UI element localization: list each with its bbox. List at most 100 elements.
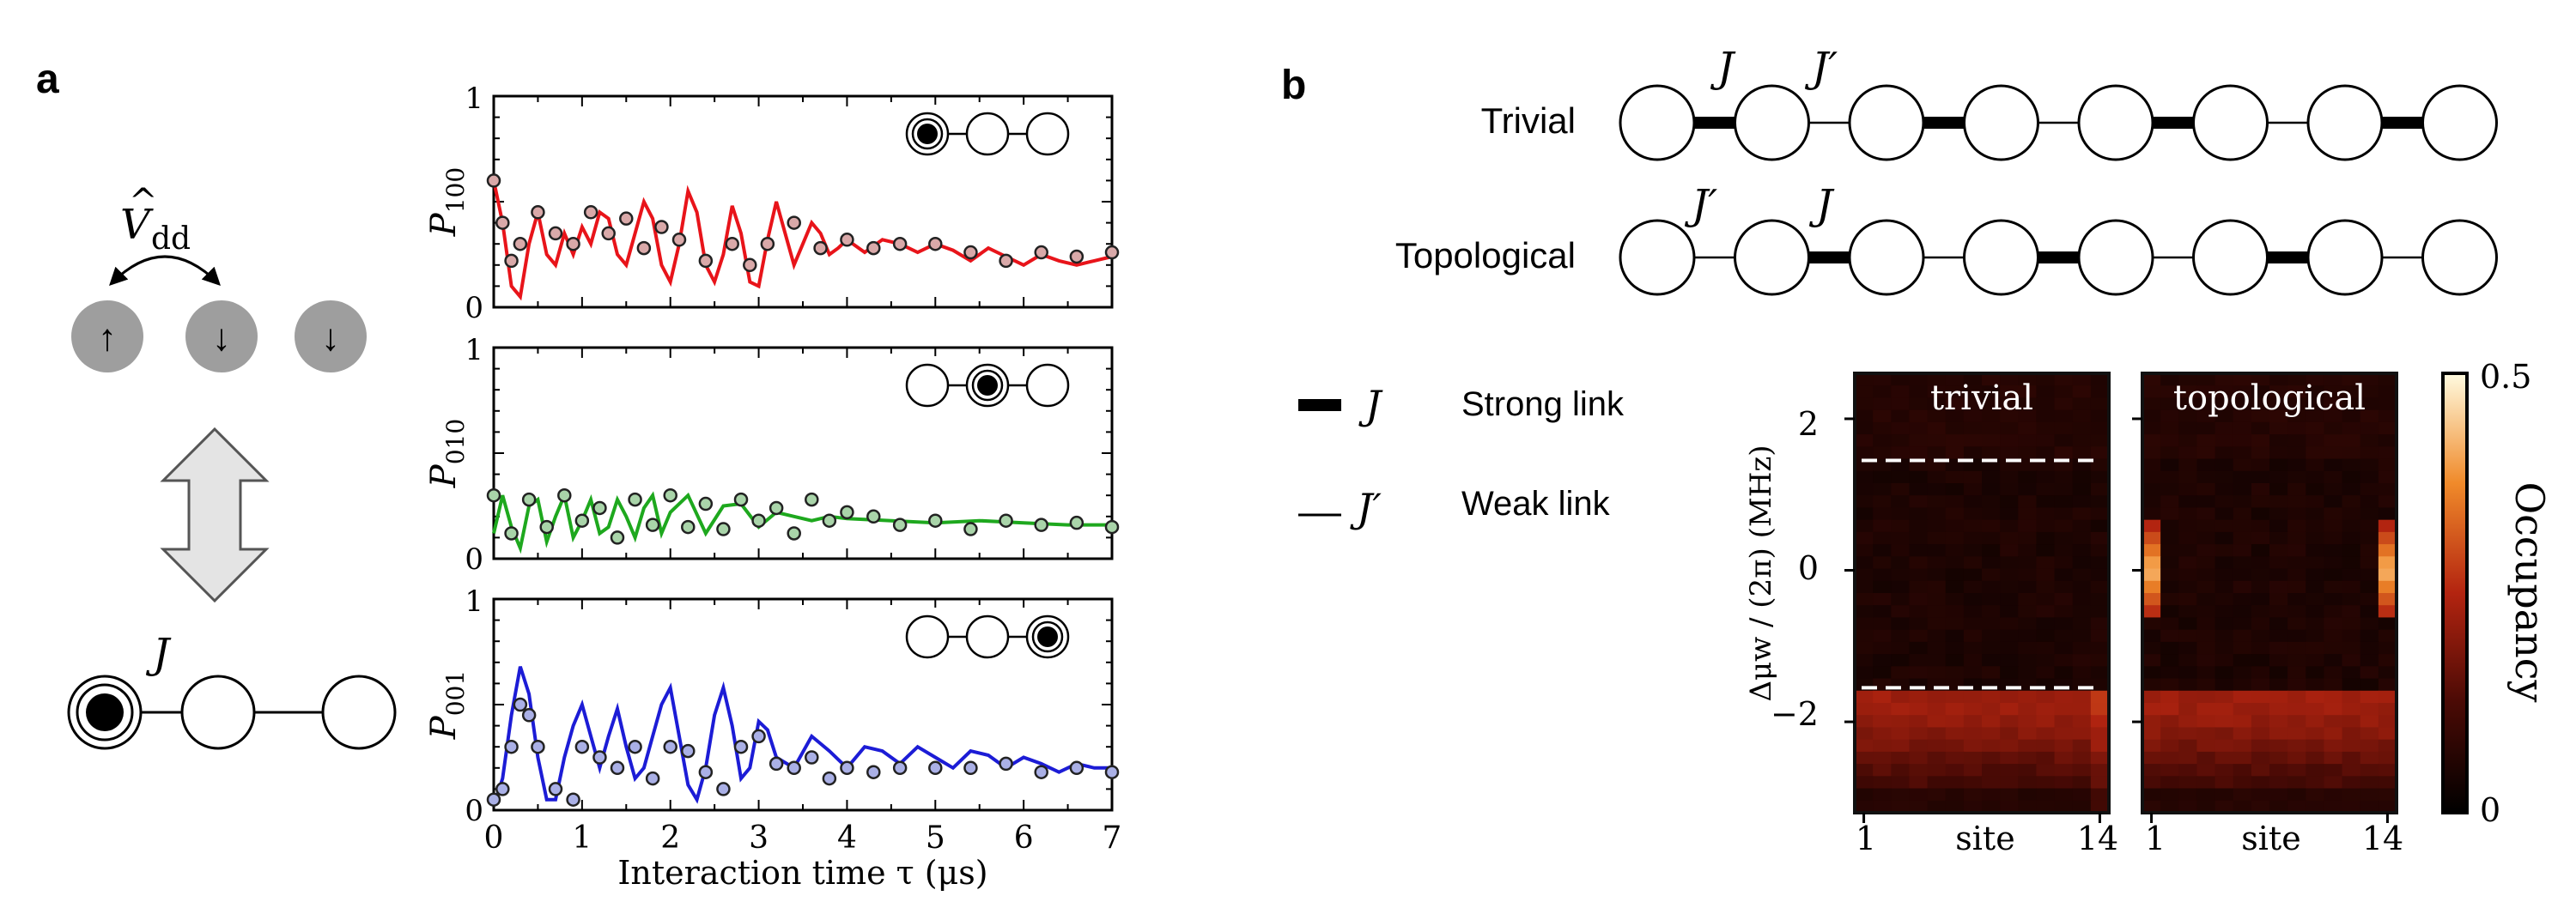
heatmap-cell — [2178, 446, 2198, 460]
heatmap-cell — [2215, 788, 2234, 802]
heatmap-cell — [1927, 617, 1947, 631]
heatmap-cell — [2196, 519, 2216, 533]
heatmap-cell — [2342, 531, 2361, 545]
heatmap-cell — [2018, 470, 2038, 484]
heatmap-cell — [2160, 715, 2179, 729]
heatmap-cell — [1891, 654, 1911, 667]
heatmap-cell — [2196, 434, 2216, 447]
heatmap-title: trivial — [1930, 378, 2033, 418]
data-point — [504, 253, 519, 269]
heatmap-cell — [1927, 751, 1947, 765]
heatmap-cell — [2360, 544, 2379, 557]
heatmap-title: topological — [2173, 378, 2366, 418]
heatmap-cell — [2233, 654, 2252, 667]
heatmap-cell — [2251, 690, 2270, 704]
heatmap-cell — [2342, 641, 2361, 655]
data-point — [574, 739, 590, 754]
heatmap-cell — [2072, 531, 2092, 545]
data-point — [1104, 245, 1120, 260]
heatmap-cell — [2306, 727, 2325, 741]
heatmap-cell — [2251, 580, 2270, 594]
heatmap-cell — [2018, 580, 2038, 594]
heatmap-cell — [1927, 654, 1947, 667]
heatmap-cell — [2378, 788, 2397, 802]
heatmap-cell — [2018, 617, 2038, 631]
heatmap-cell — [1945, 751, 1965, 765]
heatmap-cell — [1891, 800, 1911, 814]
heatmap-cell — [2233, 605, 2252, 619]
x-tick-label: 1 — [572, 820, 592, 856]
heatmap-cell — [1945, 727, 1965, 741]
chain-site-3 — [321, 675, 397, 750]
heatmap-cell — [2160, 641, 2179, 655]
heatmap-cell — [2233, 580, 2252, 594]
data-point — [504, 526, 519, 541]
heatmap-cell — [2054, 641, 2074, 655]
heatmap-cell — [2360, 800, 2379, 814]
heatmap-cell — [2233, 629, 2252, 643]
heatmap-cell — [2342, 654, 2361, 667]
heatmap-cell — [1855, 739, 1874, 753]
heatmap-cell — [2251, 409, 2270, 423]
data-point — [495, 782, 510, 796]
heatmap-cell — [2160, 776, 2179, 790]
heatmap-cell — [2000, 385, 2019, 399]
heatmap-cell — [2233, 715, 2252, 729]
heatmap-cell — [2378, 641, 2397, 655]
heatmap-cell — [1909, 409, 1929, 423]
heatmap-cell — [2090, 434, 2110, 447]
heatmap-cell — [2196, 458, 2216, 472]
heatmap-cell — [2360, 531, 2379, 545]
inset-site — [1025, 363, 1070, 408]
heatmap-cell — [1891, 446, 1911, 460]
heatmap-cell — [2000, 666, 2019, 680]
heatmap-cell — [2018, 421, 2038, 435]
heatmap-cell — [2090, 397, 2110, 411]
heatmap-cell — [1927, 666, 1947, 680]
heatmap-cell — [2342, 727, 2361, 741]
inset-site — [905, 363, 950, 408]
heatmap-cell — [2142, 434, 2161, 447]
heatmap-cell — [2072, 666, 2092, 680]
heatmap-cell — [2360, 385, 2379, 399]
colorbar-label: Occupancy — [2506, 481, 2553, 702]
heatmap-cell — [2090, 666, 2110, 680]
heatmap-cell — [1891, 544, 1911, 557]
heatmap-cell — [2018, 593, 2038, 606]
plot-p001: 1 0 P001 — [424, 584, 1120, 828]
heatmap-cell — [2178, 385, 2198, 399]
heatmap-cell — [1982, 531, 2001, 545]
heatmap-cell — [2324, 654, 2343, 667]
heatmap-cell — [2000, 654, 2019, 667]
heatmap-cell — [2018, 715, 2038, 729]
heatmap-cell — [2178, 617, 2198, 631]
heatmap-cell — [2160, 678, 2179, 692]
heatmap-cell — [2178, 751, 2198, 765]
heatmap-y-tick: −2 — [1771, 695, 1819, 733]
heatmap-cell — [2054, 434, 2074, 447]
x-tick-label: 3 — [749, 820, 769, 856]
heatmap-cell — [2342, 751, 2361, 765]
heatmap-cell — [2306, 483, 2325, 496]
heatmap-cell — [2018, 434, 2038, 447]
heatmap-cell — [1891, 727, 1911, 741]
heatmap-cell — [2036, 495, 2056, 509]
heatmap-cell — [2251, 654, 2270, 667]
inset-site — [965, 614, 1010, 659]
heatmap-cell — [2142, 690, 2161, 704]
heatmap-cell — [2036, 666, 2056, 680]
heatmap-cell — [2000, 544, 2019, 557]
heatmap-cell — [2251, 544, 2270, 557]
x-tick-label: 5 — [926, 820, 945, 856]
heatmap-cell — [2054, 556, 2074, 570]
heatmap-x-label: site — [1955, 820, 2014, 857]
heatmap-cell — [2287, 751, 2306, 765]
heatmap-cell — [2324, 703, 2343, 716]
heatmap-cell — [2018, 568, 2038, 582]
heatmap-cell — [1963, 776, 1983, 790]
heatmap-cell — [1963, 605, 1983, 619]
data-point — [601, 226, 616, 241]
data-point — [1034, 245, 1048, 260]
heatmap-cell — [1891, 483, 1911, 496]
heatmap-cell — [2000, 495, 2019, 509]
